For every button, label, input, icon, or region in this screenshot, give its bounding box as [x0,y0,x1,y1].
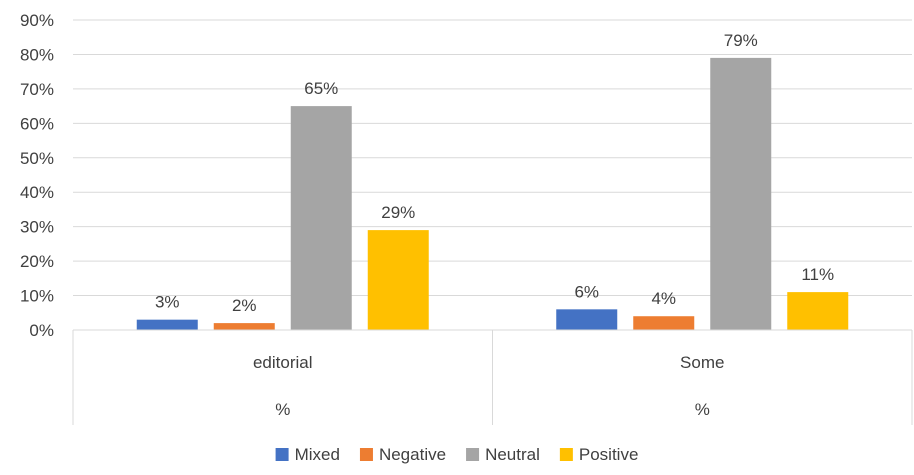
y-tick-label: 70% [20,80,54,99]
data-labels: 3% 2% 65% 29% 6% 4% 79% 11% [155,31,834,315]
y-tick-label: 10% [20,287,54,306]
y-tick-label: 60% [20,114,54,133]
y-tick-label: 50% [20,149,54,168]
data-label: 4% [651,289,676,308]
category-label: editorial [253,353,313,372]
bar-mixed [556,309,618,330]
data-label: 2% [232,296,257,315]
data-label: 79% [724,31,758,50]
bar-negative [633,316,695,330]
y-tick-label: 80% [20,45,54,64]
y-tick-label: 20% [20,252,54,271]
bar-positive [367,230,429,330]
category-sublabel: % [695,400,710,419]
legend-label: Mixed [295,445,340,464]
legend-swatch-mixed [275,448,289,461]
legend-swatch-negative [359,448,373,461]
legend-swatch-neutral [466,448,480,461]
y-axis-tick-labels: 0% 10% 20% 30% 40% 50% 60% 70% 80% 90% [20,11,54,340]
data-label: 3% [155,293,180,312]
y-tick-label: 90% [20,11,54,30]
y-tick-label: 40% [20,183,54,202]
bar-neutral [710,57,772,331]
y-tick-label: 30% [20,218,54,237]
legend: Mixed Negative Neutral Positive [275,445,639,464]
data-label: 6% [574,282,599,301]
bar-negative [213,323,275,330]
data-label: 65% [304,79,338,98]
data-label: 11% [801,265,834,284]
bars [136,57,849,331]
data-label: 29% [381,203,415,222]
legend-label: Negative [379,445,446,464]
bar-positive [787,292,849,330]
legend-label: Neutral [485,445,540,464]
gridlines [73,19,912,331]
y-tick-label: 0% [29,321,54,340]
x-axis: editorial% Some% [72,329,913,425]
bar-mixed [136,319,198,330]
category-sublabel: % [275,400,290,419]
legend-swatch-positive [559,448,573,461]
bar-neutral [290,106,352,330]
legend-label: Positive [579,445,639,464]
category-label: Some [680,353,724,372]
